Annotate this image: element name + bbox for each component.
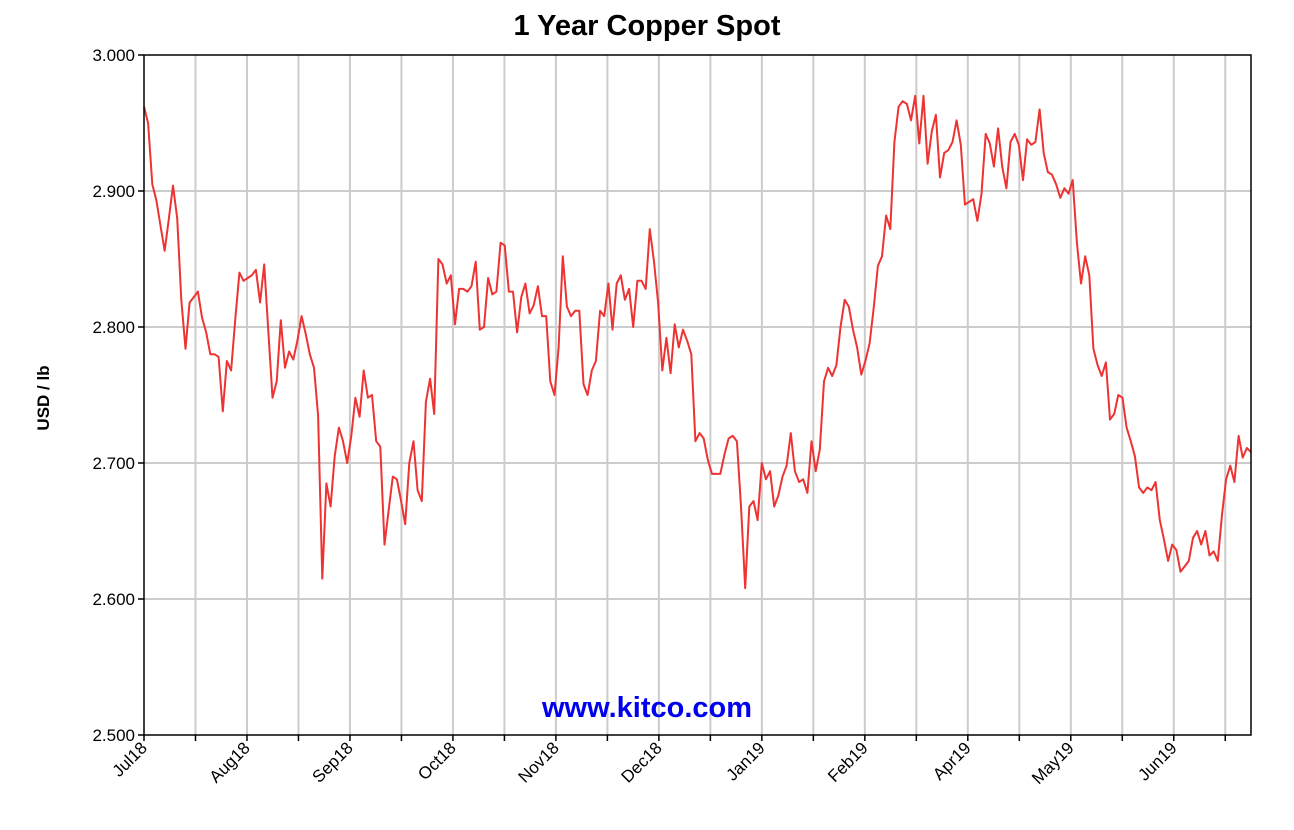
y-ticks: 2.500 2.600 2.700 2.800 2.900 3.000 [92, 46, 144, 745]
watermark-text: www.kitco.com [541, 692, 753, 724]
y-tick-label: 3.000 [92, 46, 135, 65]
x-tick-label: Oct18 [414, 738, 460, 784]
x-tick-label: Jan19 [722, 738, 768, 784]
series-line [143, 94, 1252, 590]
x-tick-label: Feb19 [824, 738, 872, 786]
y-tick-label: 2.700 [92, 454, 135, 473]
series-layer [143, 94, 1252, 590]
x-tick-label: Apr19 [929, 738, 975, 784]
x-tick-label: Sep18 [309, 738, 357, 786]
x-tick-label: Jun19 [1134, 738, 1180, 784]
plot-frame [143, 54, 1252, 736]
y-tick-label: 2.600 [92, 590, 135, 609]
y-tick-label: 2.900 [92, 182, 135, 201]
y-tick-label: 2.800 [92, 318, 135, 337]
x-ticks: Jul18 Aug18 Sep18 Oct18 Nov18 Dec18 Jan19 Feb19… [109, 735, 1227, 788]
chart-title: 1 Year Copper Spot [513, 10, 781, 42]
y-tick-label: 2.500 [92, 726, 135, 745]
x-tick-label: May19 [1028, 738, 1078, 788]
watermark: www.kitco.com [0, 692, 1294, 725]
x-tick-label: Nov18 [515, 738, 563, 786]
x-tick-label: Aug18 [206, 738, 254, 786]
x-tick-label: Dec18 [618, 738, 666, 786]
grid-lines [144, 55, 1251, 735]
